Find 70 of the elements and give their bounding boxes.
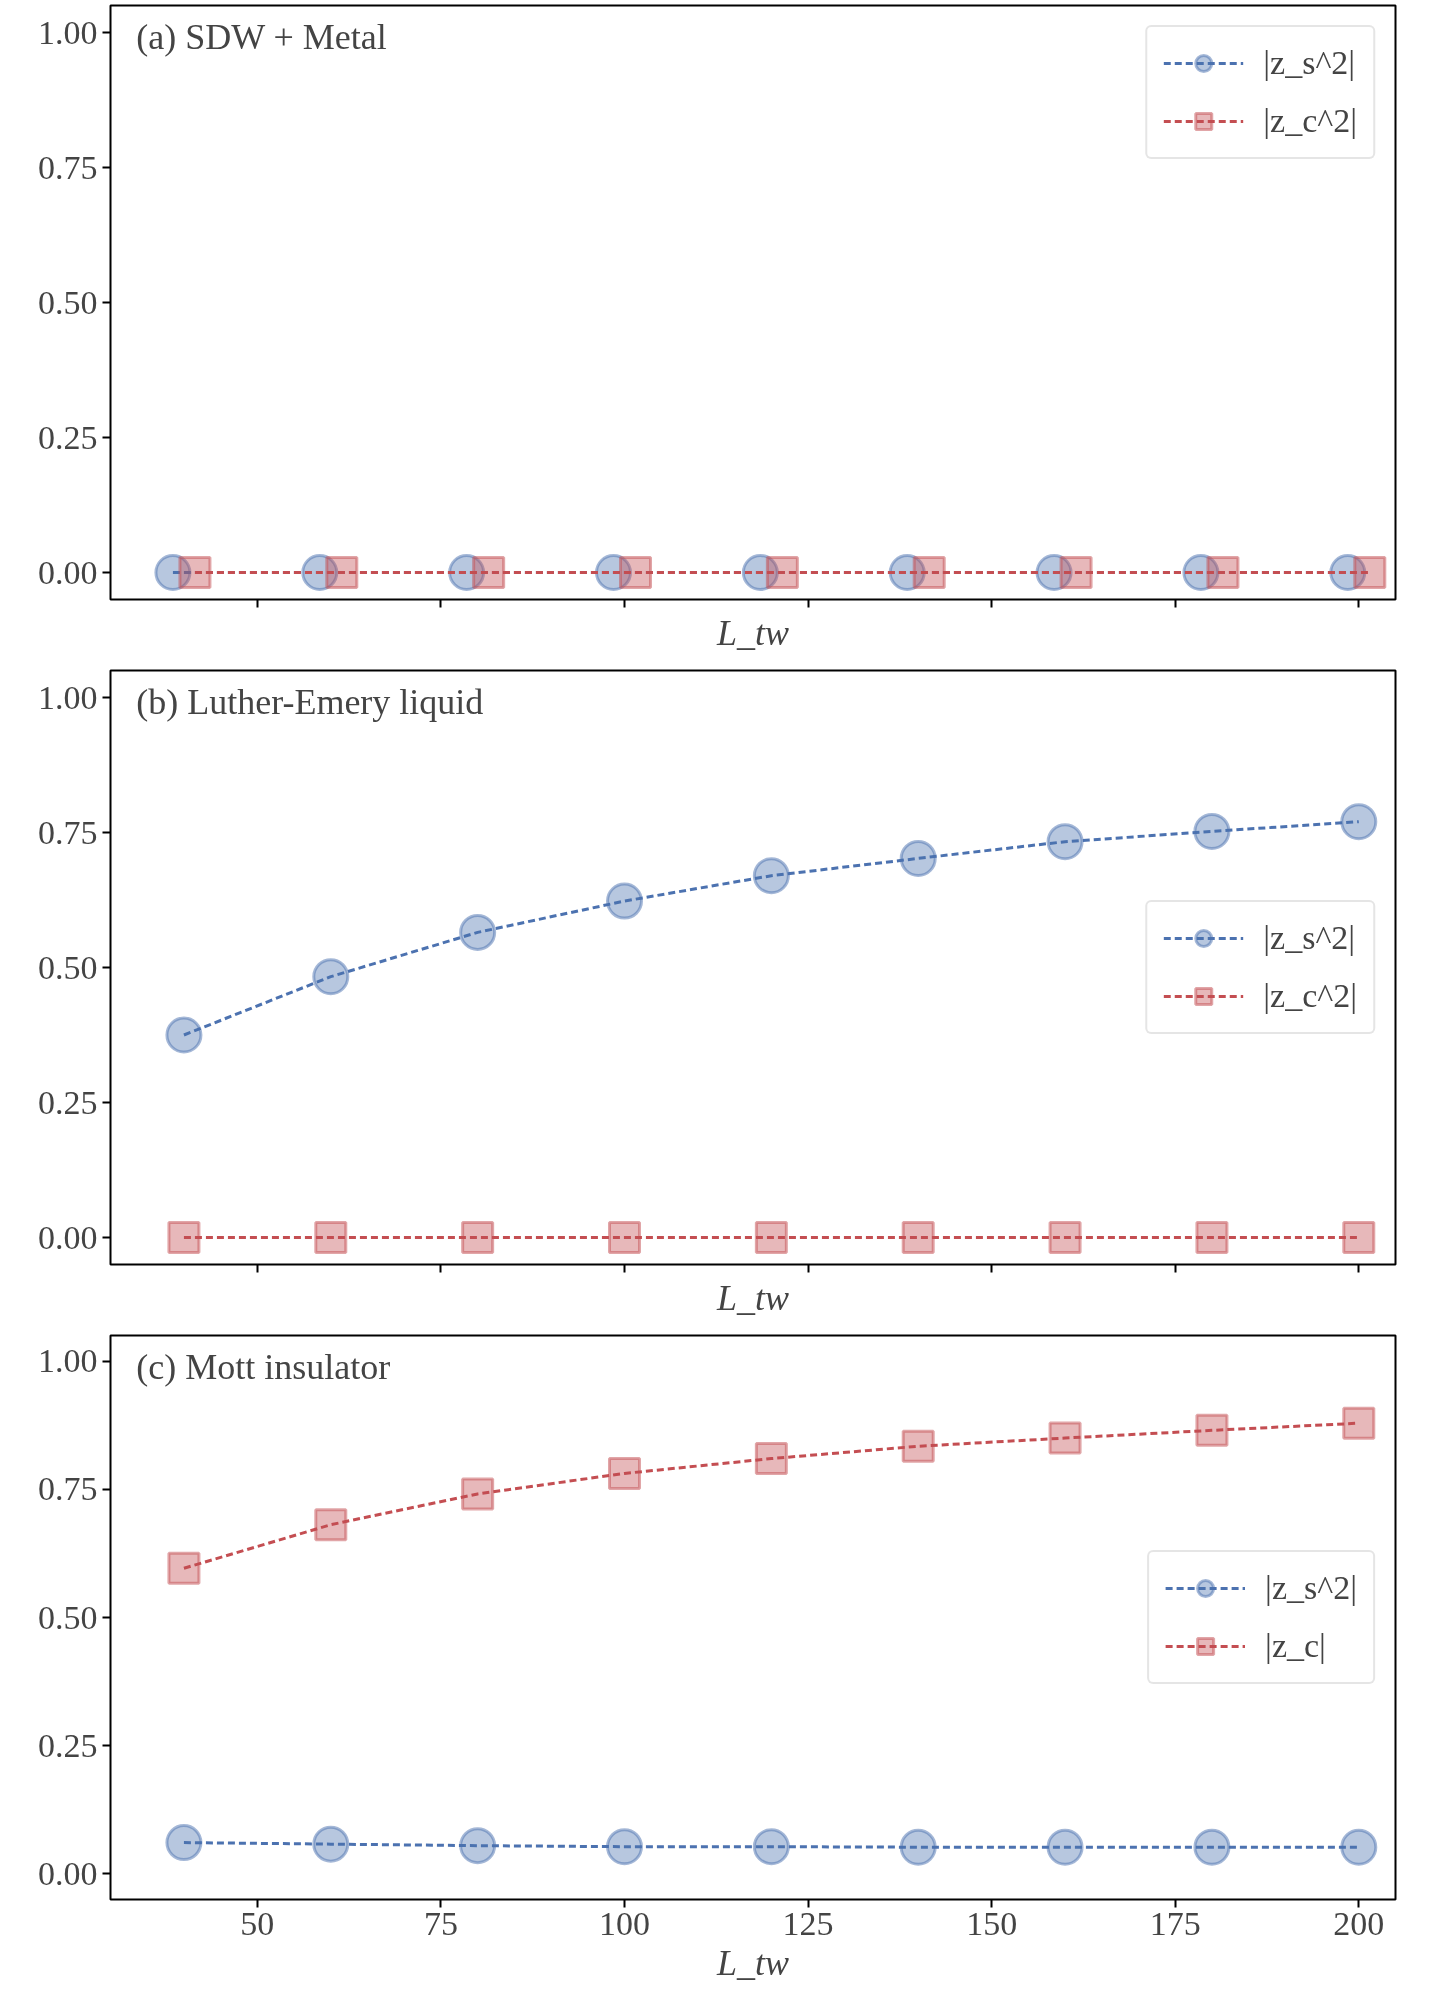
y-tick-label: 0.75	[38, 1470, 98, 1508]
x-tick-label: 150	[966, 1904, 1018, 1942]
point	[1046, 823, 1084, 861]
y-tick-label: 0.50	[38, 948, 98, 986]
point	[461, 1477, 495, 1511]
chart-title: (c) Mott insulator	[136, 1346, 391, 1387]
x-tick-label: 75	[423, 1904, 458, 1942]
point	[899, 839, 937, 877]
point	[459, 913, 497, 951]
y-tick-label: 0.75	[38, 813, 98, 851]
legend-label: |z_c^2|	[1263, 977, 1357, 1015]
y-tick-label: 1.00	[38, 13, 98, 51]
point	[752, 1828, 790, 1866]
y-tick-label: 0.00	[38, 1854, 98, 1892]
point	[1195, 1413, 1229, 1447]
point	[608, 1221, 641, 1254]
point	[165, 1016, 203, 1054]
point	[899, 1828, 937, 1866]
y-tick-label: 0.50	[38, 1598, 98, 1636]
x-tick-label: 50	[240, 1904, 275, 1942]
point	[901, 1429, 935, 1463]
point	[1046, 1828, 1084, 1866]
y-tick-label: 0.00	[38, 553, 98, 591]
point	[1193, 812, 1231, 850]
point	[314, 1221, 348, 1254]
y-tick-label: 0.25	[38, 1083, 98, 1121]
point	[1340, 1828, 1378, 1866]
point	[312, 1825, 350, 1863]
point	[1342, 1406, 1376, 1440]
point	[167, 1551, 201, 1585]
point	[1048, 1221, 1082, 1254]
point	[606, 882, 643, 920]
y-tick-label: 0.25	[38, 418, 98, 456]
point	[754, 1442, 788, 1476]
point	[752, 857, 790, 895]
y-tick-label: 0.25	[38, 1726, 98, 1764]
legend-label: |z_c|	[1265, 1627, 1326, 1665]
y-tick-label: 0.00	[38, 1218, 98, 1256]
y-tick-label: 0.75	[38, 148, 98, 186]
y-tick-label: 0.50	[38, 283, 98, 321]
legend-label: |z_s^2|	[1263, 919, 1356, 957]
point	[1048, 1421, 1082, 1455]
point	[901, 1221, 935, 1254]
x-tick-label: 125	[782, 1904, 834, 1942]
point	[1342, 1221, 1376, 1254]
x-tick-label: 100	[599, 1904, 650, 1942]
point	[461, 1221, 495, 1254]
y-tick-label: 1.00	[38, 678, 98, 716]
x-axis-title: L_tw	[715, 1942, 790, 1983]
legend-label: |z_s^2|	[1263, 44, 1356, 82]
point	[314, 1508, 348, 1542]
y-tick-label: 1.00	[38, 1342, 98, 1380]
chart-title: (a) SDW + Metal	[136, 17, 387, 58]
legend-label: |z_c^2|	[1263, 102, 1357, 140]
point	[754, 1221, 788, 1254]
point	[606, 1828, 643, 1866]
point	[1195, 1221, 1229, 1254]
point	[167, 1221, 201, 1254]
point	[312, 958, 350, 996]
x-tick-label: 175	[1149, 1904, 1201, 1942]
point	[608, 1456, 641, 1490]
x-axis-title: L_tw	[715, 1277, 790, 1318]
point	[1193, 1828, 1231, 1866]
legend-label: |z_s^2|	[1265, 1569, 1357, 1607]
chart-title: (b) Luther-Emery liquid	[136, 682, 484, 723]
point	[1340, 803, 1378, 841]
point	[459, 1827, 497, 1865]
x-tick-label: 200	[1333, 1904, 1385, 1942]
point	[165, 1824, 203, 1862]
x-axis-title: L_tw	[715, 612, 790, 653]
